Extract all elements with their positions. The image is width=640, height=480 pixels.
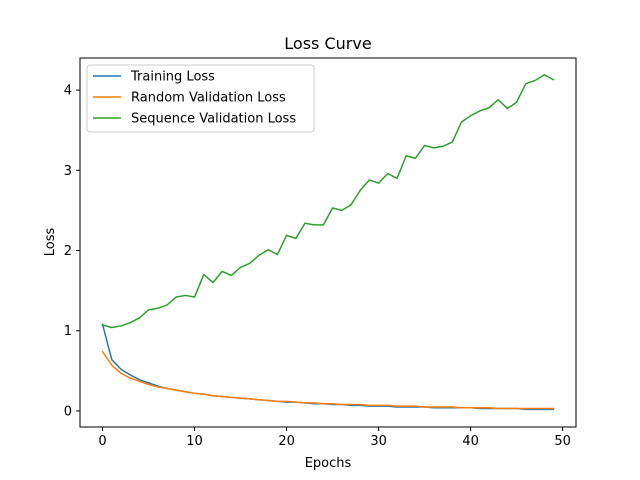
- x-axis-ticks: 0 10 20 30 40 50: [98, 427, 571, 449]
- y-tick-label: 4: [64, 84, 72, 99]
- x-tick-label: 20: [278, 434, 295, 449]
- x-tick-label: 30: [370, 434, 387, 449]
- axes-frame: [79, 57, 577, 428]
- series-line-random-validation-loss: [101, 350, 555, 410]
- x-tick-label: 10: [186, 434, 203, 449]
- x-tick-label: 40: [462, 434, 479, 449]
- series-line-sequence-validation-loss: [101, 74, 555, 329]
- legend-entries: Training Loss Random Validation Loss Seque…: [93, 70, 296, 127]
- x-tick-label: 0: [98, 434, 106, 449]
- legend: Training Loss Random Validation Loss Seque…: [86, 64, 315, 133]
- x-axis-label: Epochs: [305, 456, 352, 471]
- chart-title: Loss Curve: [284, 34, 371, 53]
- y-axis-label: Loss: [43, 228, 58, 257]
- plot-area: [79, 57, 577, 428]
- legend-label-random-validation-loss: Random Validation Loss: [131, 91, 286, 106]
- legend-label-sequence-validation-loss: Sequence Validation Loss: [131, 112, 296, 127]
- y-tick-label: 0: [64, 404, 72, 419]
- x-tick-label: 50: [554, 434, 571, 449]
- y-tick-label: 3: [64, 164, 72, 179]
- legend-box: [86, 64, 315, 133]
- y-tick-label: 2: [64, 244, 72, 259]
- y-tick-label: 1: [64, 324, 72, 339]
- y-axis-ticks: 0 1 2 3 4: [64, 84, 80, 419]
- legend-label-training-loss: Training Loss: [130, 70, 215, 85]
- series-layer: [101, 74, 555, 411]
